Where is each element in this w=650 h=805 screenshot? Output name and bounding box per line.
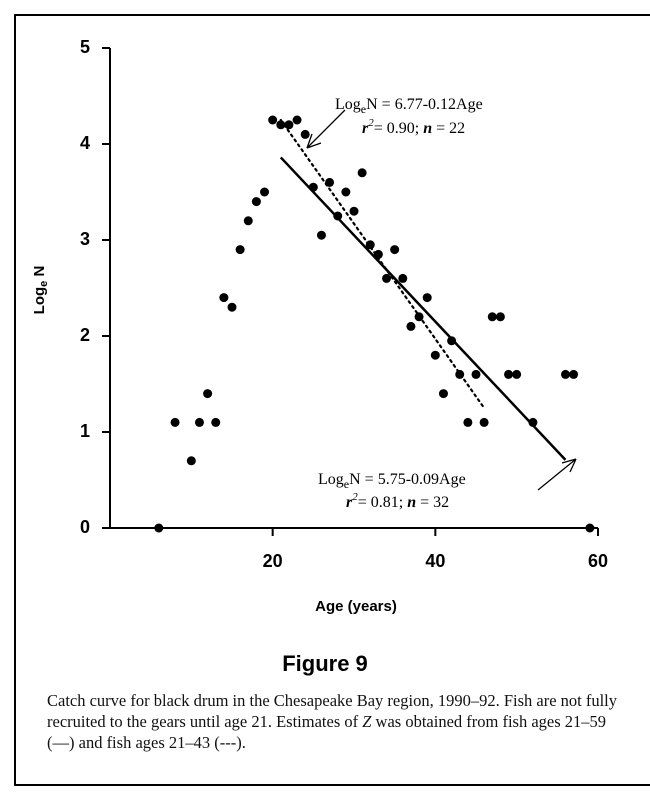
point — [495, 312, 505, 322]
equation: LogeN = 6.77-0.12Age — [335, 96, 483, 116]
point — [349, 206, 359, 216]
point — [487, 312, 497, 322]
y-axis-label: Loge N — [31, 266, 50, 315]
x-tick-label: 20 — [263, 551, 283, 571]
annotation: LogeN = 5.75-0.09Age r2= 0.81; n = 32 — [318, 458, 577, 511]
point — [154, 523, 164, 533]
r-rest: = 0.90; — [374, 120, 423, 137]
point — [235, 245, 245, 255]
point — [194, 417, 204, 427]
fit-stats: r2= 0.81; n = 32 — [346, 491, 449, 511]
point — [406, 321, 416, 331]
caption-italic: Z — [362, 712, 372, 731]
caption-text: was obtained from fish ages 21–59 (—) an… — [47, 712, 607, 752]
point — [243, 216, 253, 226]
eq-base: Log — [335, 96, 361, 113]
point — [251, 197, 261, 207]
point — [471, 369, 481, 379]
point — [430, 350, 440, 360]
y-tick-label: 1 — [80, 421, 90, 441]
point — [479, 417, 489, 427]
y-label-rest: N — [31, 266, 48, 281]
point — [219, 293, 229, 303]
point — [260, 187, 270, 197]
eq-rest: N = 6.77-0.12Age — [366, 96, 483, 113]
point — [284, 120, 294, 130]
point — [422, 293, 432, 303]
point — [308, 182, 318, 192]
point — [373, 249, 383, 259]
fit-line — [279, 156, 567, 461]
figure-label: Figure 9 — [282, 651, 368, 676]
point — [528, 417, 538, 427]
point — [325, 177, 335, 187]
point — [211, 417, 221, 427]
point — [170, 417, 180, 427]
point — [382, 273, 392, 283]
point — [390, 245, 400, 255]
point — [316, 230, 326, 240]
frame — [14, 14, 650, 786]
y-tick-label: 4 — [80, 133, 90, 153]
point — [268, 115, 278, 125]
point — [203, 389, 213, 399]
point — [463, 417, 473, 427]
y-label-sub: e — [38, 281, 50, 287]
point — [227, 302, 237, 312]
point — [276, 120, 286, 130]
eq-sub: e — [344, 477, 349, 491]
point — [398, 273, 408, 283]
point — [585, 523, 595, 533]
equation: LogeN = 5.75-0.09Age — [318, 471, 466, 491]
point — [300, 129, 310, 139]
point — [438, 389, 448, 399]
r-rest: = 0.81; — [358, 494, 407, 511]
eq-base: Log — [318, 471, 344, 488]
arrow — [306, 109, 346, 149]
point — [341, 187, 351, 197]
n-rest: = 32 — [416, 494, 449, 511]
point — [333, 211, 343, 221]
point — [414, 312, 424, 322]
y-label-base: Log — [31, 287, 48, 315]
y-tick-label: 3 — [80, 229, 90, 249]
r: r — [362, 120, 369, 137]
x-axis-label: Age (years) — [315, 598, 397, 615]
point — [504, 369, 514, 379]
y-tick-label: 5 — [80, 37, 90, 57]
point — [357, 168, 367, 178]
point — [292, 115, 302, 125]
n: n — [407, 494, 416, 511]
annotation: LogeN = 6.77-0.12Age r2= 0.90; n = 22 — [306, 96, 483, 149]
x-tick-label: 60 — [588, 551, 608, 571]
point — [447, 336, 457, 346]
point — [512, 369, 522, 379]
r-sup: 2 — [368, 117, 374, 129]
caption-text: Catch curve for black drum in the Chesap… — [47, 691, 618, 731]
y-tick-label: 2 — [80, 325, 90, 345]
eq-sub: e — [361, 102, 366, 116]
r: r — [346, 494, 353, 511]
eq-rest: N = 5.75-0.09Age — [349, 471, 466, 488]
point — [455, 369, 465, 379]
point — [569, 369, 579, 379]
fit-stats: r2= 0.90; n = 22 — [362, 117, 465, 137]
n-rest: = 22 — [432, 120, 465, 137]
n: n — [423, 120, 432, 137]
x-tick-label: 40 — [425, 551, 445, 571]
y-tick-label: 0 — [80, 517, 90, 537]
point — [560, 369, 570, 379]
arrow — [537, 458, 577, 491]
point — [365, 240, 375, 250]
caption: Catch curve for black drum in the Chesap… — [47, 690, 637, 753]
r-sup: 2 — [352, 491, 358, 503]
point — [186, 456, 196, 466]
